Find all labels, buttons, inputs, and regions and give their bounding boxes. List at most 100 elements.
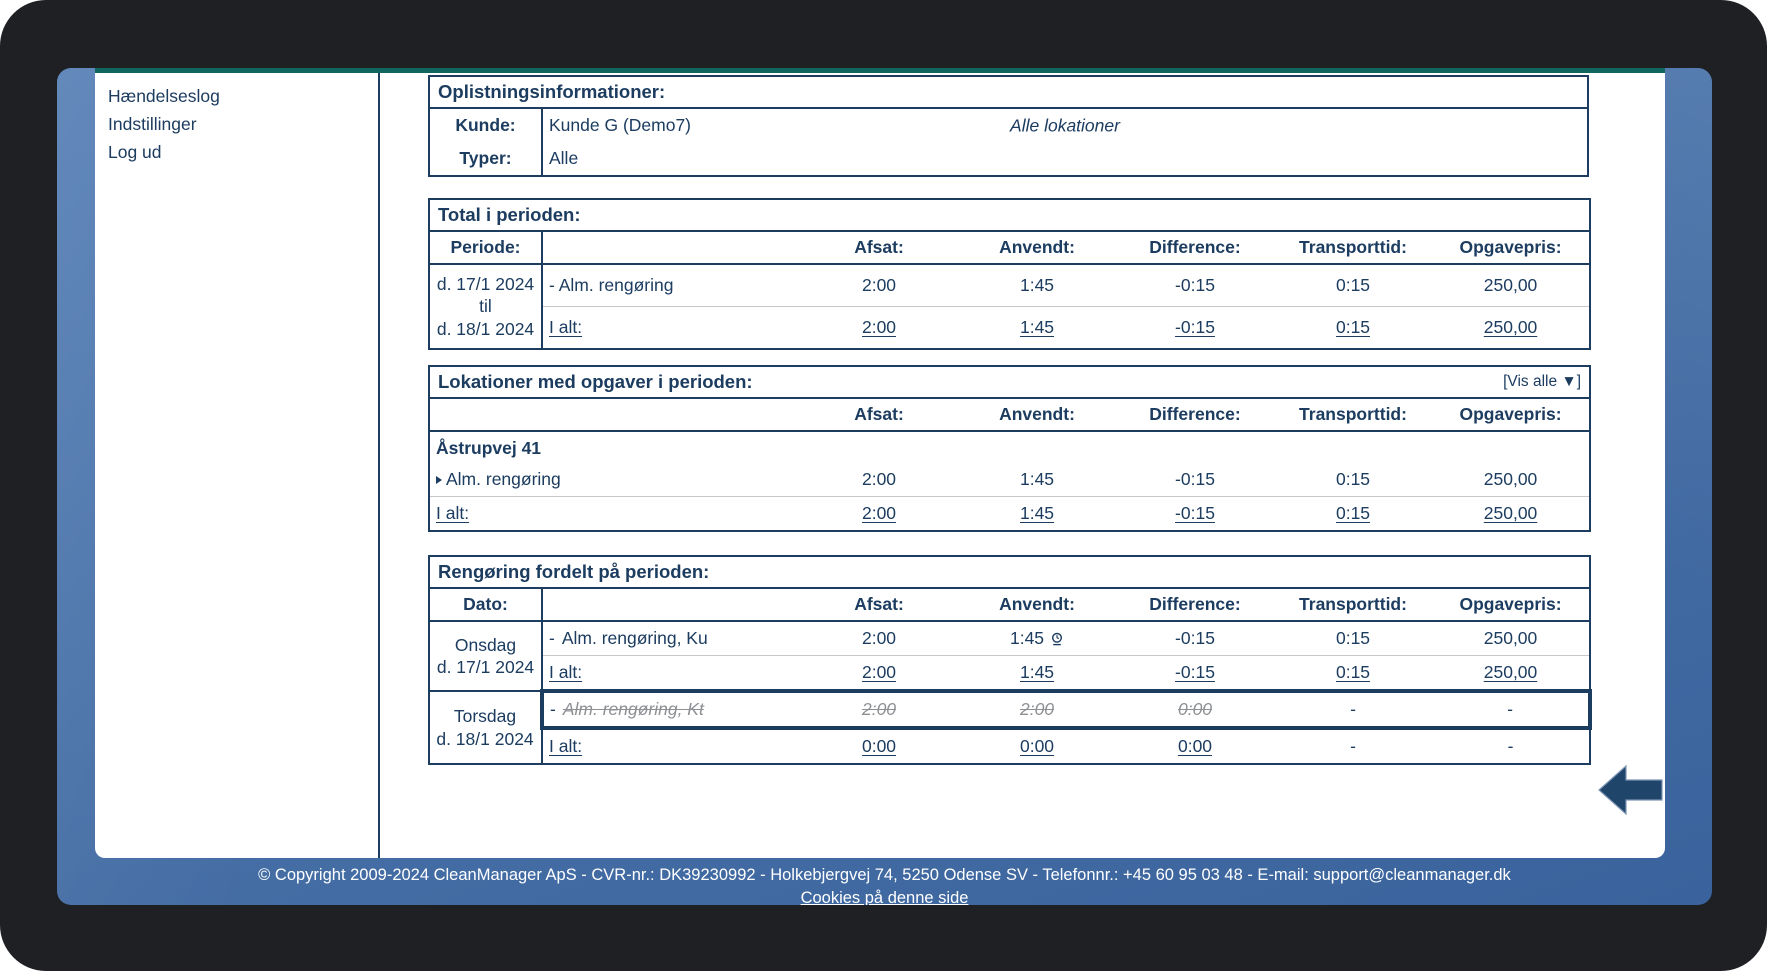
task-anvendt: 1:45	[1019, 275, 1055, 296]
onsdag-ialt-transporttid[interactable]: 0:15	[1335, 662, 1371, 682]
period-til: til	[479, 296, 492, 317]
torsdag-ialt-label[interactable]: I alt:	[549, 736, 583, 756]
location-task-anvendt: 1:45	[1019, 469, 1055, 489]
locations-ialt-afsat[interactable]: 2:00	[861, 503, 897, 523]
day-date: d. 17/1 2024	[436, 657, 535, 677]
task-opgavepris: 250,00	[1483, 275, 1538, 296]
onsdag-difference: -0:15	[1175, 628, 1215, 648]
period-total-title: Total i perioden:	[429, 199, 1591, 232]
total-ialt-afsat[interactable]: 2:00	[861, 317, 897, 338]
onsdag-ialt-difference[interactable]: -0:15	[1175, 662, 1215, 682]
kunde-value: Kunde G (Demo7)	[549, 115, 692, 135]
location-task-row[interactable]: Alm. rengøring	[429, 463, 800, 497]
col-header-difference: Difference:	[1116, 398, 1274, 432]
onsdag-transporttid: 0:15	[1335, 628, 1371, 648]
main-content: Oplistningsinformationer: Kunde: Kunde G…	[428, 68, 1595, 858]
torsdag-difference: 0:00	[1177, 699, 1213, 719]
triangle-right-icon	[436, 476, 442, 484]
col-header-opgavepris: Opgavepris:	[1432, 398, 1591, 432]
day-name: Onsdag	[454, 634, 517, 655]
col-header-dato: Dato:	[429, 588, 543, 622]
onsdag-ialt-anvendt[interactable]: 1:45	[1019, 662, 1055, 682]
sidebar-item-log-ud[interactable]: Log ud	[108, 142, 162, 162]
day-date: d. 18/1 2024	[436, 728, 534, 749]
col-header-periode: Periode:	[429, 231, 543, 265]
col-header-difference: Difference:	[1116, 588, 1274, 622]
torsdag-ialt-anvendt[interactable]: 0:00	[1019, 736, 1055, 756]
copyright-text: © Copyright 2009-2024 CleanManager ApS -…	[258, 866, 1511, 884]
cancelled-task-row[interactable]: - Alm. rengøring, Kt	[540, 689, 800, 730]
task-name: Alm. rengøring, Ku	[561, 628, 708, 648]
col-header-opgavepris: Opgavepris:	[1432, 231, 1591, 265]
onsdag-ialt-opgavepris[interactable]: 250,00	[1483, 662, 1538, 682]
location-task-difference: -0:15	[1175, 469, 1215, 489]
col-header-anvendt: Anvendt:	[958, 398, 1116, 432]
period-total-table: Total i perioden: Periode: Afsat: Anvend…	[428, 198, 1592, 351]
task-prefix: -	[550, 699, 556, 719]
col-header-blank	[429, 398, 800, 432]
task-transporttid: 0:15	[1335, 275, 1371, 296]
period-from: d. 17/1 2024	[436, 274, 535, 294]
col-header-afsat: Afsat:	[800, 398, 958, 432]
typer-value: Alle	[549, 148, 579, 168]
app-viewport: Hændelseslog Indstillinger Log ud Oplist…	[57, 68, 1712, 905]
date-cell-onsdag: Onsdag d. 17/1 2024	[429, 621, 543, 691]
torsdag-ialt-difference[interactable]: 0:00	[1177, 736, 1213, 756]
date-cell-torsdag: Torsdag d. 18/1 2024	[429, 690, 543, 764]
kunde-label: Kunde:	[429, 108, 543, 142]
col-header-blank	[542, 588, 800, 622]
locations-table: Lokationer med opgaver i perioden: [Vis …	[428, 365, 1592, 532]
col-header-anvendt: Anvendt:	[958, 588, 1116, 622]
torsdag-anvendt: 2:00	[1019, 699, 1055, 719]
task-afsat: 2:00	[861, 275, 897, 296]
task-name: - Alm. rengøring	[549, 275, 674, 296]
torsdag-ialt-transporttid: -	[1274, 727, 1432, 764]
onsdag-ialt-afsat[interactable]: 2:00	[861, 662, 897, 682]
sidebar-item-haendelseslog[interactable]: Hændelseslog	[108, 86, 220, 106]
locations-ialt-difference[interactable]: -0:15	[1175, 503, 1215, 523]
sidebar-divider	[378, 73, 380, 858]
torsdag-afsat: 2:00	[861, 699, 897, 719]
vis-alle-button[interactable]: [Vis alle ▼]	[1503, 373, 1582, 390]
onsdag-afsat: 2:00	[861, 628, 897, 648]
location-group-name: Åstrupvej 41	[436, 438, 542, 458]
total-ialt-difference[interactable]: -0:15	[1175, 317, 1215, 338]
period-range: d. 17/1 2024 til d. 18/1 2024	[429, 264, 543, 350]
cookies-link[interactable]: Cookies på denne side	[800, 889, 969, 905]
locations-title: Lokationer med opgaver i perioden:	[438, 371, 753, 392]
onsdag-anvendt: 1:45	[1009, 628, 1045, 648]
location-task-opgavepris: 250,00	[1483, 469, 1538, 489]
locations-ialt-label[interactable]: I alt:	[436, 503, 470, 523]
total-ialt-transporttid[interactable]: 0:15	[1335, 317, 1371, 338]
torsdag-ialt-opgavepris: -	[1432, 727, 1591, 764]
torsdag-opgavepris: -	[1432, 689, 1593, 730]
locations-ialt-transporttid[interactable]: 0:15	[1335, 503, 1371, 523]
col-header-difference: Difference:	[1116, 231, 1274, 265]
col-header-afsat: Afsat:	[800, 231, 958, 265]
sidebar-item-indstillinger[interactable]: Indstillinger	[108, 114, 197, 134]
col-header-afsat: Afsat:	[800, 588, 958, 622]
torsdag-transporttid: -	[1274, 689, 1432, 730]
locations-ialt-anvendt[interactable]: 1:45	[1019, 503, 1055, 523]
footer: © Copyright 2009-2024 CleanManager ApS -…	[57, 865, 1712, 905]
col-header-transporttid: Transporttid:	[1274, 588, 1432, 622]
task-row-onsdag[interactable]: - Alm. rengøring, Ku	[542, 621, 800, 656]
total-ialt-anvendt[interactable]: 1:45	[1019, 317, 1055, 338]
arrow-left-icon	[1598, 764, 1663, 816]
location-task-transporttid: 0:15	[1335, 469, 1371, 489]
period-to: d. 18/1 2024	[436, 318, 535, 339]
total-ialt-opgavepris[interactable]: 250,00	[1483, 317, 1538, 338]
torsdag-ialt-afsat[interactable]: 0:00	[861, 736, 897, 756]
col-header-anvendt: Anvendt:	[958, 231, 1116, 265]
cancelled-task-name: Alm. rengøring, Kt	[562, 699, 704, 719]
locations-ialt-opgavepris[interactable]: 250,00	[1483, 503, 1538, 523]
col-header-transporttid: Transporttid:	[1274, 231, 1432, 265]
total-ialt-label[interactable]: I alt:	[549, 317, 583, 338]
col-header-transporttid: Transporttid:	[1274, 398, 1432, 432]
clock-icon	[1052, 632, 1063, 645]
task-prefix: -	[549, 628, 555, 648]
location-task-afsat: 2:00	[861, 469, 897, 489]
onsdag-ialt-label[interactable]: I alt:	[549, 662, 583, 682]
onsdag-opgavepris: 250,00	[1483, 628, 1538, 648]
